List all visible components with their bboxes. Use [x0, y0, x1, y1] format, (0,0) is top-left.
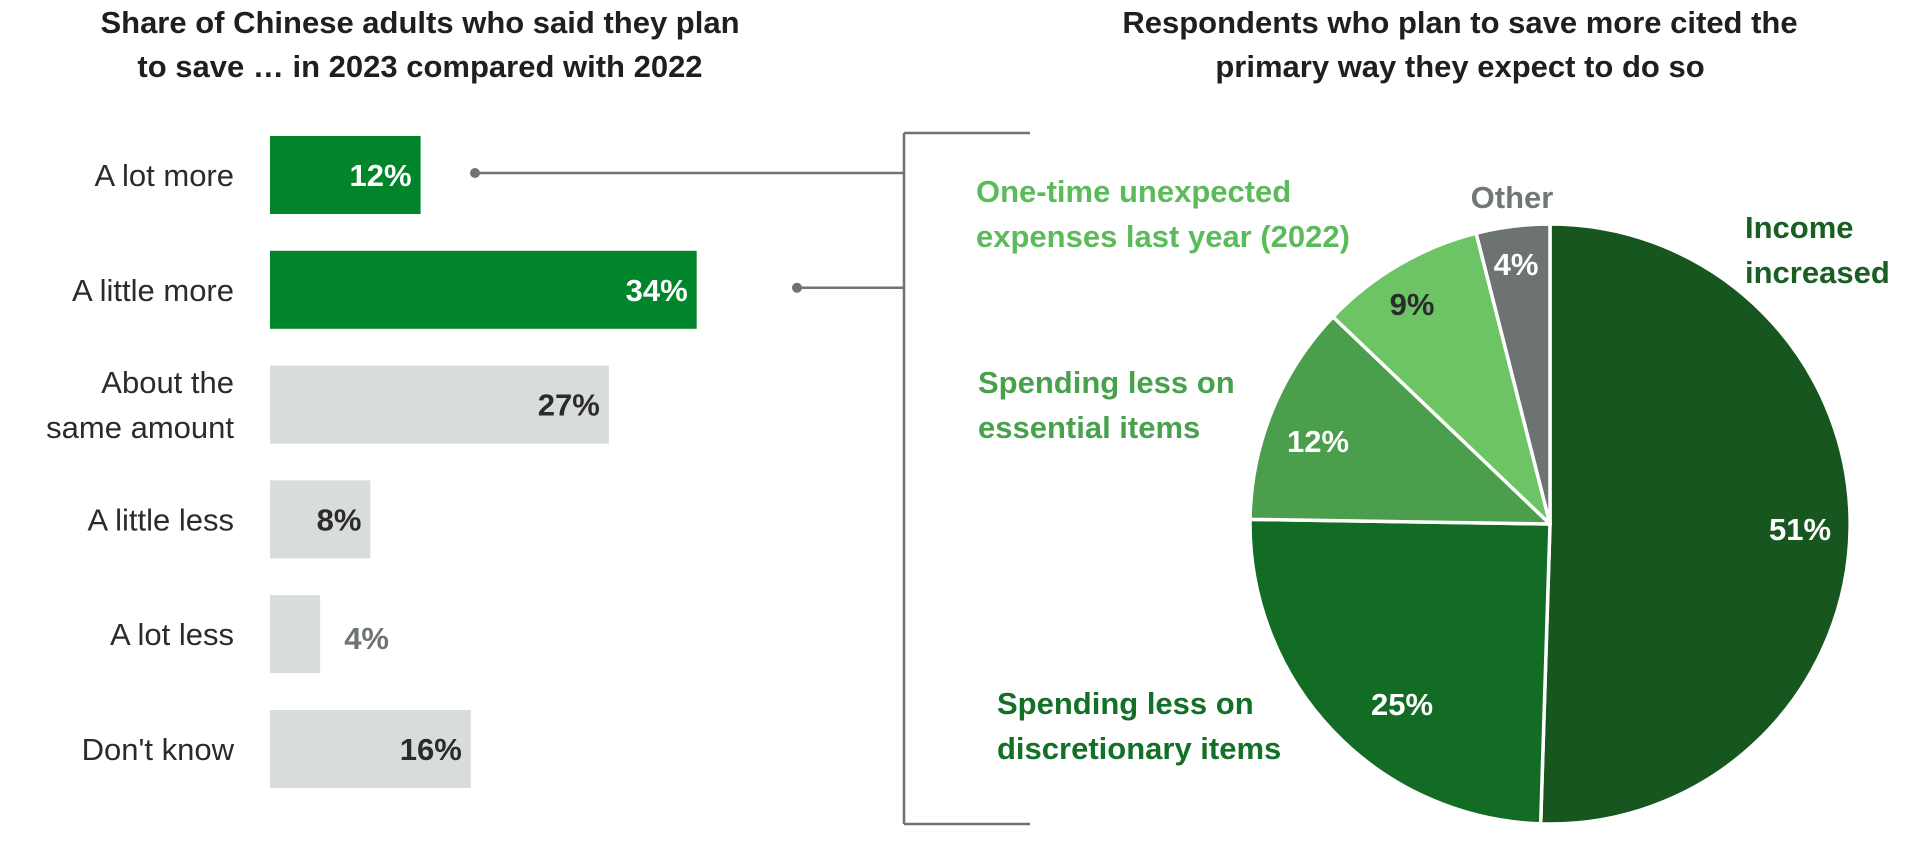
- bar-series: A lot more 12% A little more 34% About the sa…: [46, 136, 697, 788]
- category-label: A little less: [88, 502, 234, 537]
- slice-category-label: Other: [1471, 180, 1554, 215]
- bar: [270, 250, 697, 329]
- pie-slice: [1248, 315, 1552, 526]
- data-label: 34%: [626, 273, 688, 308]
- data-label: 16%: [400, 732, 462, 767]
- slice-category-label: essential items: [978, 410, 1200, 445]
- category-label: A little more: [72, 273, 234, 308]
- slice-category-label: Income: [1745, 210, 1854, 245]
- bar-to-pie-connector: [470, 131, 1030, 826]
- slice-category-label: Spending less on: [997, 686, 1254, 721]
- bar: [270, 365, 609, 444]
- pie-chart-title: Respondents who plan to save more cited …: [1122, 5, 1797, 84]
- pie-chart-title-line: Respondents who plan to save more cited …: [1122, 5, 1797, 40]
- pie-slice: [1538, 222, 1852, 826]
- slice-category-label: Spending less on: [978, 365, 1235, 400]
- slice-value-label: 51%: [1769, 512, 1831, 547]
- slice-value-label: 9%: [1390, 287, 1435, 322]
- category-label: A lot more: [94, 158, 234, 193]
- slice-value-label: 4%: [1494, 247, 1539, 282]
- slice-value-label: 25%: [1371, 687, 1433, 722]
- pie-chart-title-line: primary way they expect to do so: [1215, 49, 1704, 84]
- bar: [270, 480, 371, 559]
- data-label: 8%: [317, 502, 362, 537]
- bar: [270, 710, 471, 788]
- slice-category-label: increased: [1745, 255, 1890, 290]
- pie-slice: [1474, 222, 1552, 526]
- bar: [270, 595, 321, 674]
- category-label: About the: [101, 365, 234, 400]
- slice-category-label: discretionary items: [997, 731, 1281, 766]
- slice-value-label: 12%: [1287, 424, 1349, 459]
- category-label: same amount: [46, 410, 234, 445]
- pie-slice: [1331, 231, 1552, 526]
- pie-slice: [1248, 517, 1552, 826]
- bar-chart-title-line: to save … in 2023 compared with 2022: [137, 49, 702, 84]
- data-label: 12%: [350, 158, 412, 193]
- bar-chart-title: Share of Chinese adults who said they pl…: [100, 5, 739, 84]
- bar-chart-title-line: Share of Chinese adults who said they pl…: [100, 5, 739, 40]
- category-label: Don't know: [82, 732, 235, 767]
- pie-series: 51% Income increased 25% Spending less on dis…: [976, 174, 1890, 826]
- category-label: A lot less: [110, 617, 234, 652]
- data-label: 4%: [344, 621, 389, 656]
- slice-category-label: expenses last year (2022): [976, 219, 1350, 254]
- data-label: 27%: [538, 388, 600, 423]
- bar: [270, 136, 421, 214]
- slice-category-label: One-time unexpected: [976, 174, 1291, 209]
